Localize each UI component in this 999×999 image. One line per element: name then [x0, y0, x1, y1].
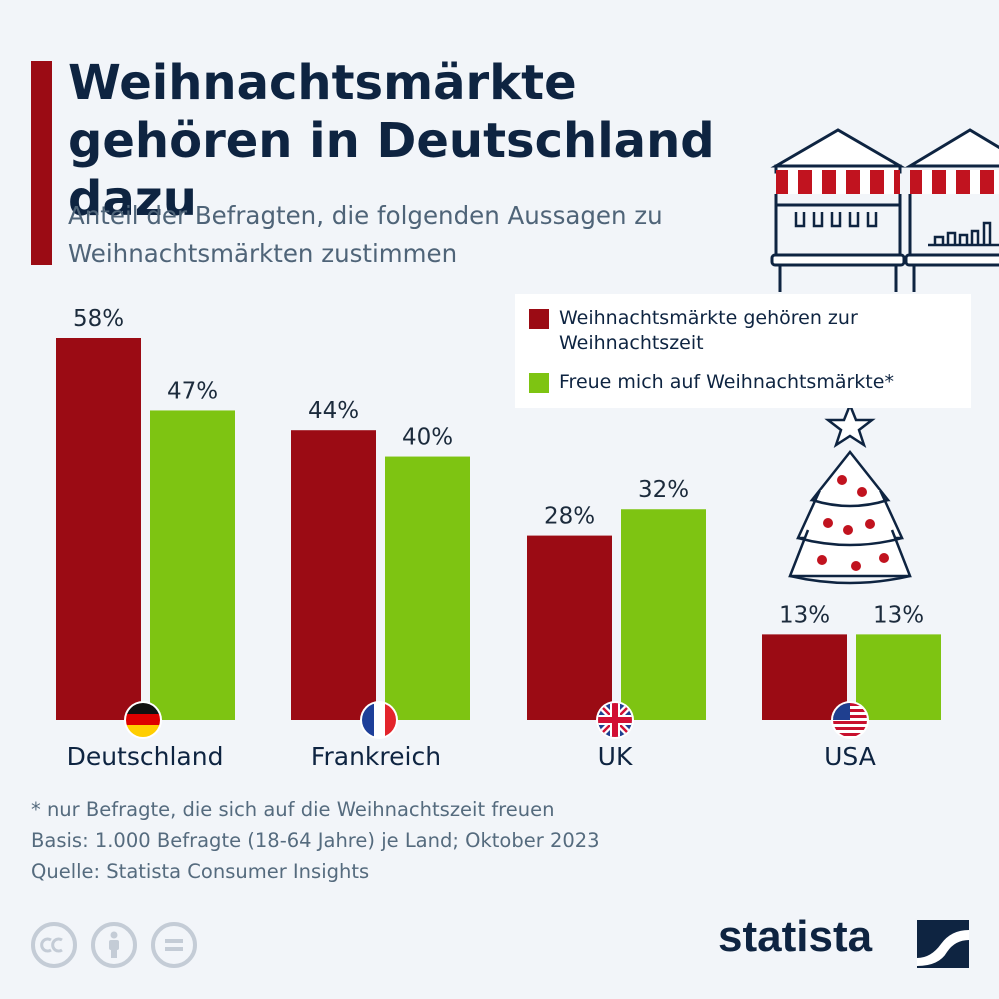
nd-license-icon[interactable]: [151, 922, 197, 968]
legend-item-series2: Freue mich auf Weihnachtsmärkte*: [529, 370, 979, 395]
data-label-frankreich-series1: 44%: [308, 398, 359, 424]
legend-item-series1: Weihnachtsmärkte gehören zur Weihnachtsz…: [529, 306, 979, 356]
flag-germany-icon: [124, 701, 162, 739]
cc-license-icon[interactable]: [31, 922, 77, 968]
legend-swatch-series2: [529, 373, 549, 393]
legend-swatch-series1: [529, 309, 549, 329]
data-label-usa-series2: 13%: [873, 602, 924, 628]
legend-label-series2: Freue mich auf Weihnachtsmärkte*: [559, 371, 894, 393]
data-label-uk-series2: 32%: [638, 477, 689, 503]
data-label-deutschland-series2: 47%: [167, 378, 218, 404]
data-label-uk-series1: 28%: [544, 504, 595, 530]
bar-frankreich-series2: [385, 456, 470, 720]
bar-usa-series1: [762, 634, 847, 720]
bar-usa-series2: [856, 634, 941, 720]
category-label-usa: USA: [824, 742, 876, 771]
legend-label-series1: Weihnachtsmärkte gehören zur Weihnachtsz…: [559, 307, 858, 354]
category-label-deutschland: Deutschland: [67, 742, 224, 771]
footnotes: * nur Befragte, die sich auf die Weihnac…: [31, 794, 931, 887]
footnote-source: Quelle: Statista Consumer Insights: [31, 860, 370, 883]
flag-usa-icon: [831, 701, 869, 739]
statista-logo-icon[interactable]: [917, 920, 969, 968]
category-label-uk: UK: [598, 742, 633, 771]
bar-deutschland-series1: [56, 338, 141, 720]
christmas-tree-icon: [788, 401, 912, 585]
bar-deutschland-series2: [150, 410, 235, 720]
data-label-deutschland-series1: 58%: [73, 306, 124, 332]
footnote-note: * nur Befragte, die sich auf die Weihnac…: [31, 798, 555, 821]
by-license-icon[interactable]: [91, 922, 137, 968]
market-stall-icon: [770, 128, 999, 292]
flag-france-icon: [360, 701, 398, 739]
bar-uk-series2: [621, 509, 706, 720]
category-label-frankreich: Frankreich: [311, 742, 441, 771]
flag-uk-icon: [596, 701, 634, 739]
footnote-basis: Basis: 1.000 Befragte (18-64 Jahre) je L…: [31, 829, 600, 852]
data-label-usa-series1: 13%: [779, 602, 830, 628]
bar-frankreich-series1: [291, 430, 376, 720]
data-label-frankreich-series2: 40%: [402, 425, 453, 451]
title-accent-bar: [31, 61, 52, 265]
bar-uk-series1: [527, 535, 612, 720]
chart-subtitle: Anteil der Befragten, die folgenden Auss…: [68, 201, 663, 268]
statista-brand[interactable]: statista: [718, 912, 873, 961]
chart-legend: Weihnachtsmärkte gehören zur Weihnachtsz…: [515, 294, 971, 408]
chart-title: Weihnachtsmärkte gehören in Deutschland …: [68, 55, 715, 227]
